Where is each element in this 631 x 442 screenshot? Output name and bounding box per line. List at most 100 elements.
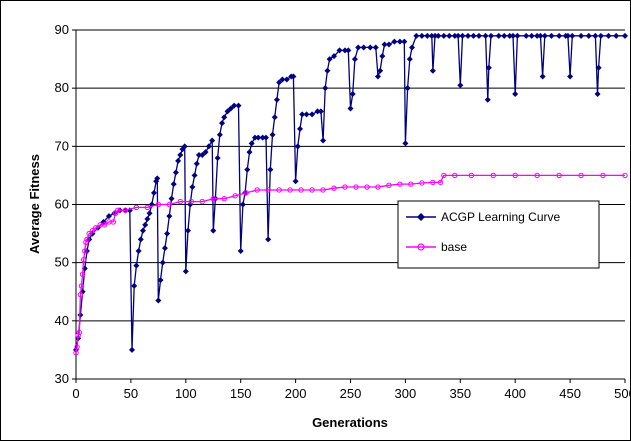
data-point	[166, 201, 173, 208]
data-point	[150, 189, 157, 196]
data-point	[128, 346, 135, 353]
data-point	[446, 32, 453, 39]
data-point	[105, 213, 112, 220]
data-point	[377, 67, 384, 74]
data-point	[267, 166, 274, 173]
data-point	[144, 216, 151, 223]
data-point	[294, 143, 301, 150]
data-point	[374, 73, 381, 80]
data-point	[326, 56, 333, 63]
data-point	[569, 32, 576, 39]
data-point	[231, 102, 238, 109]
data-point	[386, 182, 392, 189]
data-point	[157, 277, 164, 284]
data-point	[224, 108, 231, 115]
data-point	[93, 225, 99, 231]
series-line	[75, 35, 625, 351]
x-tick-label: 350	[449, 386, 471, 401]
data-point	[401, 38, 408, 45]
data-point	[273, 96, 280, 103]
data-point	[523, 32, 530, 39]
data-point	[595, 64, 602, 71]
x-tick-label: 0	[72, 386, 79, 401]
data-point	[556, 172, 562, 179]
data-point	[594, 90, 601, 97]
data-point	[76, 329, 82, 336]
data-point	[402, 140, 409, 147]
data-point	[372, 44, 379, 51]
data-point	[317, 108, 324, 115]
data-point	[484, 96, 491, 103]
data-point	[541, 32, 548, 39]
data-point	[259, 134, 266, 141]
data-point	[534, 32, 541, 39]
data-point	[187, 201, 194, 208]
data-point	[349, 90, 356, 97]
data-point	[470, 32, 477, 39]
data-point	[428, 32, 435, 39]
data-point	[290, 73, 297, 80]
data-point	[455, 32, 462, 39]
x-tick-label: 400	[504, 386, 526, 401]
data-point	[77, 291, 84, 298]
data-point	[429, 67, 436, 74]
data-point	[248, 140, 255, 147]
data-point	[205, 143, 212, 150]
series-base	[73, 172, 628, 356]
data-point	[265, 187, 271, 193]
y-tick-label: 80	[55, 80, 69, 95]
data-point	[146, 210, 153, 217]
data-point	[170, 181, 177, 188]
data-point	[137, 236, 144, 243]
y-tick-label: 30	[55, 371, 69, 386]
data-point	[133, 262, 140, 269]
data-point	[144, 204, 151, 211]
data-point	[501, 32, 508, 39]
data-point	[342, 47, 349, 54]
data-point	[406, 56, 413, 63]
data-point	[564, 32, 571, 39]
data-point	[177, 152, 184, 159]
data-point	[435, 32, 442, 39]
data-point	[613, 32, 620, 39]
data-point	[255, 134, 262, 141]
data-point	[510, 32, 517, 39]
data-point	[459, 32, 466, 39]
data-point	[556, 32, 563, 39]
data-point	[168, 195, 175, 202]
data-point	[485, 64, 492, 71]
data-point	[269, 131, 276, 138]
data-point	[239, 201, 246, 208]
data-point	[182, 268, 189, 275]
data-point	[210, 195, 216, 202]
data-point	[299, 111, 306, 118]
data-point	[475, 32, 482, 39]
data-point	[351, 56, 358, 63]
y-tick-label: 50	[55, 255, 69, 270]
data-point	[172, 169, 179, 176]
data-point	[441, 172, 447, 179]
data-point	[166, 213, 173, 220]
x-tick-label: 100	[175, 386, 197, 401]
data-point	[283, 76, 290, 83]
data-point	[235, 102, 242, 109]
data-point	[159, 259, 166, 266]
data-point	[539, 73, 546, 80]
data-point	[287, 187, 293, 193]
data-point	[397, 181, 403, 187]
data-point	[347, 105, 354, 112]
data-point	[324, 67, 331, 74]
data-point	[246, 149, 253, 156]
data-point	[331, 185, 337, 191]
data-point	[314, 108, 321, 115]
data-point	[262, 134, 269, 141]
data-point	[567, 73, 574, 80]
data-point	[135, 248, 142, 255]
data-point	[199, 198, 205, 205]
data-point	[161, 245, 168, 252]
data-point	[488, 32, 495, 39]
data-point	[73, 350, 79, 356]
data-point	[199, 152, 206, 159]
